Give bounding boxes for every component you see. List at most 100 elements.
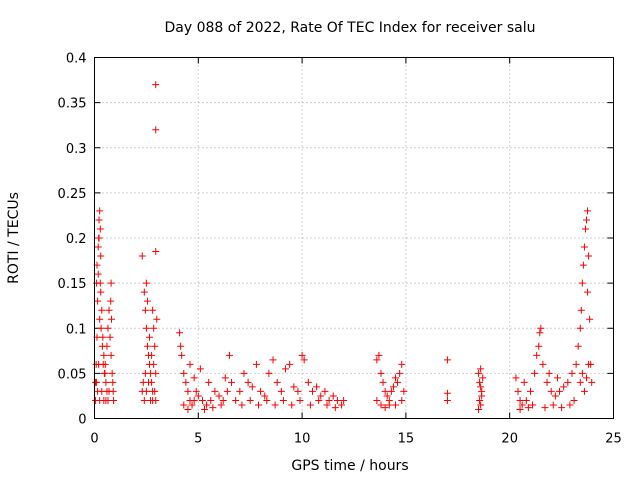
data-point-plus bbox=[581, 225, 589, 233]
data-point-plus bbox=[248, 383, 256, 391]
data-point-plus bbox=[103, 342, 111, 350]
data-point-plus bbox=[255, 401, 263, 409]
data-point-plus bbox=[151, 342, 159, 350]
data-point-plus bbox=[476, 396, 484, 404]
data-point-plus bbox=[296, 396, 304, 404]
data-point-plus bbox=[205, 378, 213, 386]
data-point-plus bbox=[586, 315, 594, 323]
data-point-plus bbox=[584, 207, 592, 215]
data-point-plus bbox=[306, 401, 314, 409]
data-point-plus bbox=[317, 392, 325, 400]
data-point-plus bbox=[477, 401, 485, 409]
x-tick-label: 25 bbox=[605, 432, 622, 447]
data-point-plus bbox=[549, 401, 557, 409]
data-point-plus bbox=[104, 324, 112, 332]
data-point-plus bbox=[568, 369, 576, 377]
data-point-plus bbox=[94, 243, 102, 251]
data-point-plus bbox=[340, 396, 348, 404]
data-point-plus bbox=[141, 369, 149, 377]
data-point-plus bbox=[476, 378, 484, 386]
data-point-plus bbox=[219, 396, 227, 404]
data-point-plus bbox=[584, 288, 592, 296]
data-point-plus bbox=[547, 387, 555, 395]
data-point-plus bbox=[143, 297, 151, 305]
data-point-plus bbox=[333, 396, 341, 404]
chart-title: Day 088 of 2022, Rate Of TEC Index for r… bbox=[164, 20, 535, 36]
data-point-plus bbox=[520, 378, 528, 386]
data-point-plus bbox=[269, 356, 277, 364]
data-point-plus bbox=[238, 401, 246, 409]
data-point-plus bbox=[148, 351, 156, 359]
data-point-plus bbox=[225, 351, 233, 359]
data-point-plus bbox=[107, 351, 115, 359]
data-point-plus bbox=[577, 306, 585, 314]
data-point-plus bbox=[279, 396, 287, 404]
data-point-plus bbox=[153, 315, 161, 323]
data-point-plus bbox=[271, 401, 279, 409]
data-point-plus bbox=[96, 207, 104, 215]
data-point-plus bbox=[207, 396, 215, 404]
data-point-plus bbox=[96, 396, 104, 404]
data-point-plus bbox=[94, 270, 102, 278]
data-point-plus bbox=[152, 248, 160, 256]
data-point-plus bbox=[96, 279, 104, 287]
data-point-plus bbox=[188, 401, 196, 409]
data-point-plus bbox=[108, 369, 116, 377]
data-point-plus bbox=[514, 387, 522, 395]
data-point-plus bbox=[102, 378, 110, 386]
data-point-plus bbox=[265, 369, 273, 377]
data-point-plus bbox=[152, 126, 160, 134]
data-point-plus bbox=[146, 333, 154, 341]
y-tick-label: 0.15 bbox=[58, 277, 87, 292]
data-point-plus bbox=[381, 404, 389, 412]
data-point-plus bbox=[98, 306, 106, 314]
data-point-plus bbox=[443, 396, 451, 404]
data-point-plus bbox=[558, 404, 566, 412]
data-point-plus bbox=[475, 369, 483, 377]
data-point-plus bbox=[152, 369, 160, 377]
data-point-plus bbox=[196, 365, 204, 373]
data-point-plus bbox=[99, 333, 107, 341]
x-tick-label: 15 bbox=[398, 432, 415, 447]
y-tick-label: 0.05 bbox=[58, 367, 87, 382]
data-point-plus bbox=[512, 374, 520, 382]
data-point-plus bbox=[95, 234, 103, 242]
data-point-plus bbox=[543, 378, 551, 386]
data-point-plus bbox=[576, 378, 584, 386]
data-point-plus bbox=[106, 333, 114, 341]
y-tick-label: 0.4 bbox=[66, 52, 87, 67]
data-point-plus bbox=[373, 356, 381, 364]
data-point-plus bbox=[578, 369, 586, 377]
data-point-plus bbox=[149, 306, 157, 314]
data-point-plus bbox=[184, 387, 192, 395]
data-point-plus bbox=[479, 374, 487, 382]
data-point-plus bbox=[100, 369, 108, 377]
data-point-plus bbox=[286, 360, 294, 368]
data-point-plus bbox=[92, 378, 100, 386]
data-point-plus bbox=[588, 378, 596, 386]
data-point-plus bbox=[387, 387, 395, 395]
data-point-plus bbox=[236, 387, 244, 395]
data-point-plus bbox=[529, 401, 537, 409]
data-point-plus bbox=[281, 365, 289, 373]
x-tick-label: 20 bbox=[501, 432, 518, 447]
y-tick-label: 0.25 bbox=[58, 187, 87, 202]
data-point-plus bbox=[190, 374, 198, 382]
data-point-plus bbox=[277, 387, 285, 395]
data-point-plus bbox=[389, 383, 397, 391]
data-point-plus bbox=[139, 378, 147, 386]
data-point-plus bbox=[96, 225, 104, 233]
data-point-plus bbox=[478, 392, 486, 400]
data-point-plus bbox=[443, 356, 451, 364]
data-point-plus bbox=[536, 329, 544, 337]
data-point-plus bbox=[398, 360, 406, 368]
data-point-plus bbox=[240, 369, 248, 377]
data-point-plus bbox=[516, 396, 524, 404]
y-tick-label: 0.3 bbox=[66, 142, 87, 157]
data-point-plus bbox=[97, 252, 105, 260]
data-point-plus bbox=[244, 378, 252, 386]
data-point-plus bbox=[545, 369, 553, 377]
data-point-plus bbox=[531, 369, 539, 377]
axis-ticks: 0 0.05 0.1 0.15 0.2 0.25 0.3 0.35 0.4 0 5 10 15 20 25 bbox=[58, 52, 622, 447]
data-point-plus bbox=[338, 401, 346, 409]
